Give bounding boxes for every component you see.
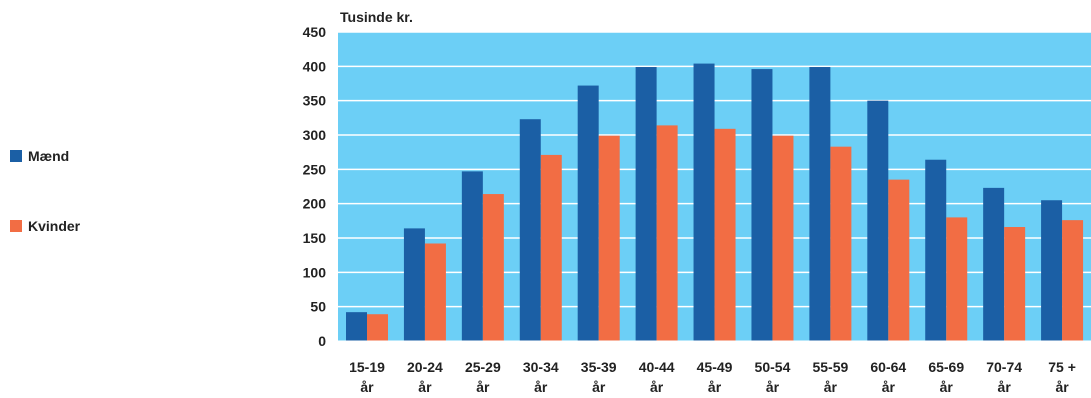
- x-tick-sublabel-3: år: [534, 379, 548, 395]
- bar-kvinder-2: [482, 194, 504, 341]
- bar-maend-0: [346, 312, 367, 341]
- x-tick-sublabel-1: år: [418, 379, 432, 395]
- x-tick-sublabel-10: år: [940, 379, 954, 395]
- y-tick-label-0: 0: [318, 333, 326, 349]
- bar-kvinder-10: [946, 217, 968, 341]
- bar-maend-2: [461, 171, 483, 341]
- x-tick-label-7: 50-54: [755, 359, 791, 375]
- x-tick-label-0: 15-19: [349, 359, 385, 375]
- x-tick-label-10: 65-69: [928, 359, 964, 375]
- legend: Mænd Kvinder: [10, 148, 81, 234]
- bar-maend-1: [403, 228, 425, 341]
- bar-maend-10: [925, 159, 947, 341]
- bar-maend-9: [867, 100, 889, 342]
- bar-kvinder-12: [1062, 220, 1084, 341]
- bar-kvinder-11: [1004, 227, 1026, 341]
- y-tick-label-200: 200: [303, 196, 327, 212]
- x-tick-label-4: 35-39: [581, 359, 617, 375]
- x-tick-sublabel-7: år: [766, 379, 780, 395]
- bar-maend-11: [983, 187, 1005, 341]
- bar-maend-12: [1041, 200, 1063, 341]
- bar-kvinder-8: [830, 146, 852, 341]
- bar-maend-8: [809, 67, 831, 342]
- y-tick-label-450: 450: [303, 24, 327, 40]
- legend-label-maend: Mænd: [28, 148, 69, 164]
- bar-kvinder-3: [540, 154, 562, 341]
- x-tick-sublabel-5: år: [650, 379, 664, 395]
- x-tick-sublabel-0: år: [360, 379, 374, 395]
- x-tick-sublabel-8: år: [824, 379, 838, 395]
- x-tick-label-3: 30-34: [523, 359, 559, 375]
- bar-kvinder-9: [888, 179, 910, 341]
- x-tick-label-12: 75 +: [1048, 359, 1076, 375]
- x-tick-label-5: 40-44: [639, 359, 675, 375]
- x-tick-sublabel-6: år: [708, 379, 722, 395]
- x-tick-sublabel-11: år: [998, 379, 1012, 395]
- x-tick-label-11: 70-74: [986, 359, 1022, 375]
- y-tick-label-350: 350: [303, 93, 327, 109]
- x-tick-sublabel-9: år: [882, 379, 896, 395]
- bar-kvinder-4: [598, 135, 620, 341]
- x-tick-label-6: 45-49: [697, 359, 733, 375]
- y-tick-label-400: 400: [303, 58, 327, 74]
- x-tick-sublabel-4: år: [592, 379, 606, 395]
- x-tick-sublabel-12: år: [1055, 379, 1069, 395]
- x-tick-label-9: 60-64: [870, 359, 906, 375]
- x-tick-label-2: 25-29: [465, 359, 501, 375]
- bar-maend-5: [635, 67, 657, 342]
- legend-label-kvinder: Kvinder: [28, 218, 81, 234]
- bar-kvinder-5: [656, 125, 678, 342]
- bar-maend-4: [577, 85, 599, 341]
- y-tick-label-100: 100: [303, 264, 327, 280]
- bar-maend-6: [693, 63, 715, 341]
- y-tick-label-50: 50: [310, 299, 326, 315]
- y-tick-label-250: 250: [303, 161, 327, 177]
- x-tick-label-8: 55-59: [812, 359, 848, 375]
- bar-kvinder-1: [424, 243, 446, 341]
- y-tick-label-300: 300: [303, 127, 327, 143]
- y-tick-label-150: 150: [303, 230, 327, 246]
- y-axis-unit-label: Tusinde kr.: [340, 9, 413, 25]
- bar-kvinder-7: [772, 135, 794, 341]
- bar-kvinder-0: [367, 314, 388, 341]
- bar-maend-7: [751, 69, 773, 341]
- bar-kvinder-6: [714, 128, 736, 341]
- x-tick-sublabel-2: år: [476, 379, 490, 395]
- legend-swatch-kvinder: [10, 220, 22, 232]
- legend-swatch-maend: [10, 150, 22, 162]
- plot-area: 0 50 100 150 200 250 300 350 400 450 15-19 år 20-24 å…: [303, 24, 1091, 395]
- x-tick-label-1: 20-24: [407, 359, 443, 375]
- bar-maend-3: [519, 119, 541, 341]
